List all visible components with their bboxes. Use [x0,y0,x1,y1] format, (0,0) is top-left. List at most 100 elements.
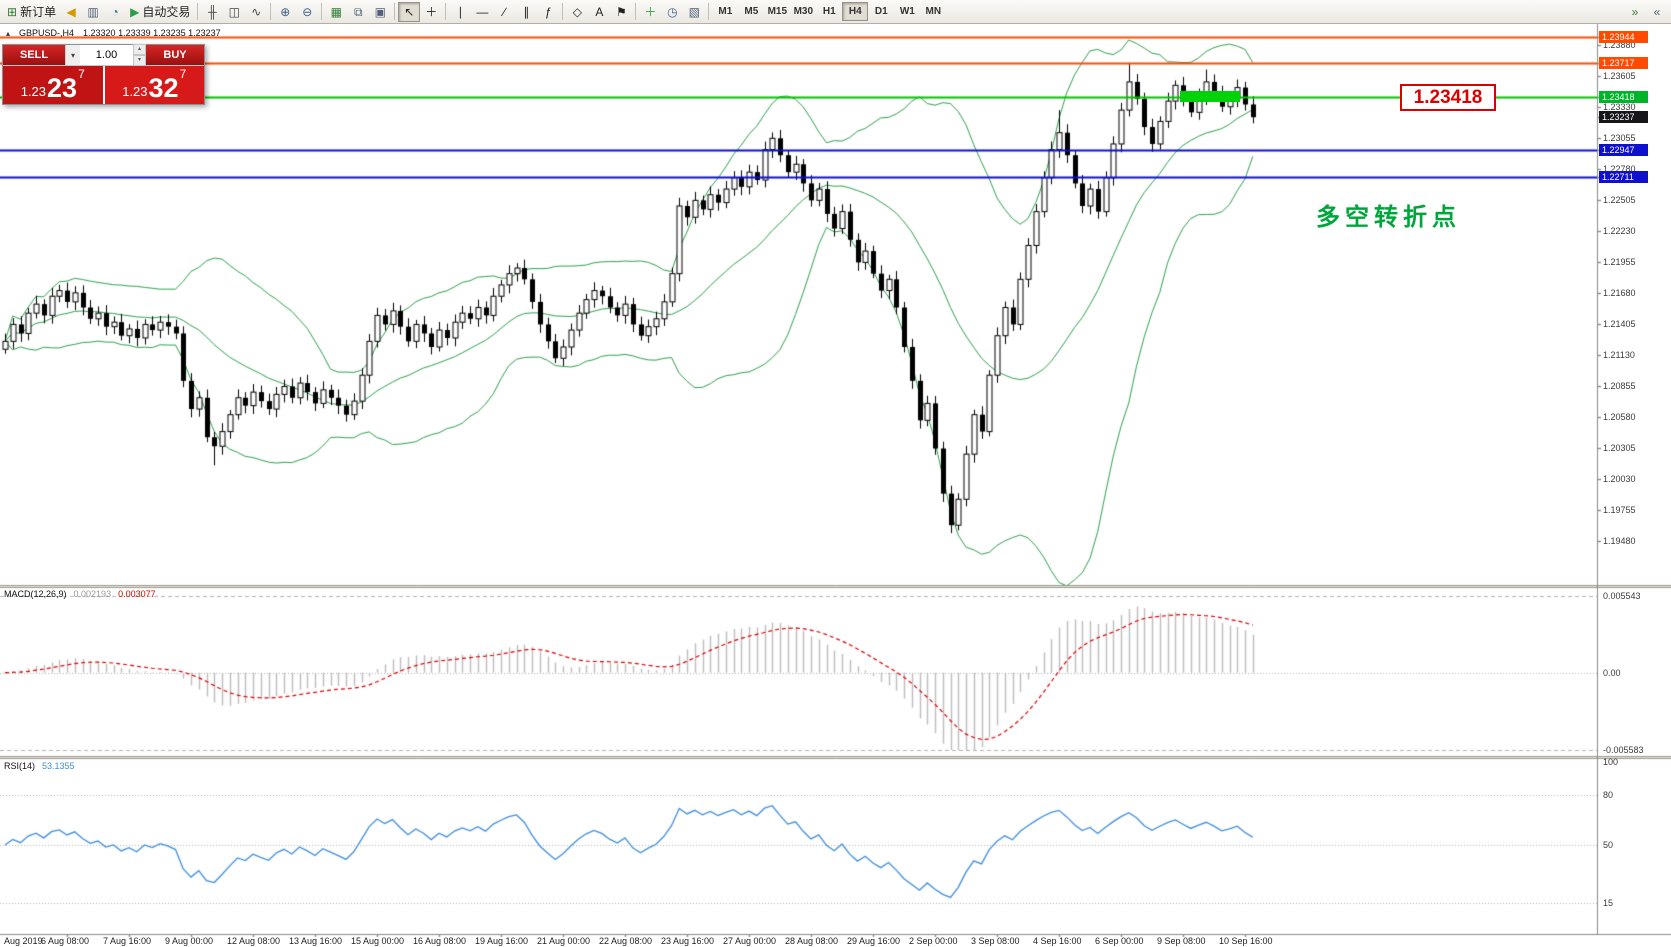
macd-axis-label: -0.005583 [1603,745,1644,755]
autotrading-icon: ▶ [130,4,140,19]
timeframe-m30-button[interactable]: M30 [790,2,816,21]
time-axis-label: Aug 2019 [4,936,43,946]
volume-dropdown-icon[interactable]: ▾ [65,45,80,65]
volume-value[interactable]: 1.00 [95,49,118,61]
time-axis-label: 27 Aug 00:00 [723,936,777,946]
data-window-button[interactable]: ◔ [104,2,126,22]
channel-tool-icon: ∥ [523,4,530,19]
vertical-line-tool-button[interactable]: ∣ [449,2,471,22]
strategy-tester-button[interactable]: ▦ [325,2,347,22]
toolbar-separator [270,3,272,20]
price-axis-badge: 1.23717 [1599,57,1648,70]
one-click-trading-panel: SELL ▾ 1.00 ▴ ▾ BUY 1.23 23 7 1.23 32 7 [2,44,205,105]
zoom-out-icon: ⊖ [302,4,313,19]
crosshair-icon: ＋ [425,4,438,19]
new-chart-button[interactable]: ⧉ [347,2,369,22]
time-axis-label: 4 Sep 16:00 [1033,936,1082,946]
timeframe-mn-button[interactable]: MN [920,2,946,21]
price-axis-label: 1.20580 [1603,411,1636,422]
price-axis-badge: 1.22711 [1599,170,1648,183]
tile-windows-icon: ▣ [374,4,386,19]
time-axis-label: 3 Sep 08:00 [971,936,1020,946]
periods-button[interactable]: ◷ [661,2,683,22]
toolbar-separator [635,3,637,20]
zoom-out-button[interactable]: ⊖ [296,2,318,22]
timeframe-h4-button[interactable]: H4 [842,2,869,21]
buy-price-box[interactable]: 1.23 32 7 [104,66,204,104]
alerts-horn-icon: ◀ [66,4,76,19]
timeframe-d1-button[interactable]: D1 [868,2,894,21]
indicators-button[interactable]: ＋ [639,2,661,22]
time-axis-label: 6 Aug 08:00 [41,936,90,946]
fibonacci-tool-button[interactable]: ƒ [537,2,559,22]
volume-spinner: ▴ ▾ [133,44,146,66]
zoom-in-button[interactable]: ⊕ [274,2,296,22]
price-axis-label: 1.19755 [1603,504,1636,515]
volume-down-icon[interactable]: ▾ [133,55,146,66]
horizontal-line-tool-button[interactable]: ― [471,2,493,22]
sell-price-box[interactable]: 1.23 23 7 [3,66,105,104]
toolbar-separator [562,3,564,20]
bar-chart-mode-icon: ╫ [208,4,217,19]
timeframe-w1-button[interactable]: W1 [894,2,920,21]
time-axis-label: 28 Aug 08:00 [785,936,839,946]
tile-windows-button[interactable]: ▣ [369,2,391,22]
time-axis[interactable]: Aug 2019 6 Aug 08:00 7 Aug 16:00 9 Aug 00:0… [0,935,1597,947]
time-axis-label: 13 Aug 16:00 [289,936,343,946]
volume-up-icon[interactable]: ▴ [133,44,146,55]
rsi-axis-label: 100 [1603,757,1619,767]
trendline-tool-icon: ∕ [503,4,506,19]
bar-chart-mode-button[interactable]: ╫ [201,2,223,22]
buy-price-prefix: 1.23 [122,84,148,99]
rsi-value: 53.1355 [42,761,75,771]
channel-tool-button[interactable]: ∥ [515,2,537,22]
alerts-horn-button[interactable]: ◀ [60,2,82,22]
volume-field[interactable]: 1.00 ▴ ▾ [80,44,146,66]
data-window-icon: ◔ [111,4,119,19]
collapse-panel-icon[interactable]: ▴ [6,28,11,38]
new-order-button[interactable]: ⊞ 新订单 [3,2,60,22]
buy-button[interactable]: BUY [146,45,204,65]
profiles-button[interactable]: ▥ [82,2,104,22]
chart-shift-button[interactable]: » [1624,2,1646,22]
shapes-tool-button[interactable]: ◇ [566,2,588,22]
autotrading-button[interactable]: ▶ 自动交易 [126,2,194,22]
text-tool-button[interactable]: A [588,2,610,22]
timeframe-m15-button[interactable]: M15 [764,2,790,21]
price-axis-label: 1.23605 [1603,70,1636,81]
time-axis-label: 22 Aug 08:00 [599,936,653,946]
macd-indicator-label: MACD(12,26,9) 0.002193 0.003077 [4,589,156,599]
timeframe-h1-button[interactable]: H1 [816,2,842,21]
time-axis-label: 2 Sep 00:00 [909,936,958,946]
trendline-tool-button[interactable]: ∕ [493,2,515,22]
price-callout-box: 1.23418 [1400,84,1496,111]
ohlc-values: 1.23320 1.23339 1.23235 1.23237 [83,28,221,38]
price-axis-label: 1.22505 [1603,194,1636,205]
price-axis[interactable]: 1.23880 1.23605 1.23330 1.23055 1.22780 1.225… [1598,0,1671,947]
highlight-rectangle [1180,90,1241,103]
candle-chart-mode-button[interactable]: ◫ [223,2,245,22]
toolbar-separator [321,3,323,20]
arrow-tool-button[interactable]: ⚑ [610,2,632,22]
profiles-icon: ▥ [87,4,99,19]
auto-scroll-button[interactable]: « [1646,2,1668,22]
rsi-axis-label: 15 [1603,898,1614,909]
timeframe-m1-button[interactable]: M1 [712,2,738,21]
price-axis-label: 1.23330 [1603,101,1636,112]
timeframe-m5-button[interactable]: M5 [738,2,764,21]
new-order-label: 新订单 [20,5,57,19]
line-chart-mode-button[interactable]: ∿ [245,2,267,22]
time-axis-label: 15 Aug 00:00 [351,936,405,946]
crosshair-button[interactable]: ＋ [420,2,442,22]
time-axis-label: 21 Aug 00:00 [537,936,591,946]
price-axis-label: 1.21405 [1603,318,1636,329]
new-chart-icon: ⧉ [354,4,363,19]
macd-axis-label: 0.00 [1603,667,1621,678]
sell-button[interactable]: SELL [3,45,65,65]
templates-button[interactable]: ▧ [683,2,705,22]
price-axis-label: 1.22230 [1603,225,1636,236]
cursor-button[interactable]: ↖ [398,1,421,22]
price-axis-label: 1.23055 [1603,132,1636,143]
